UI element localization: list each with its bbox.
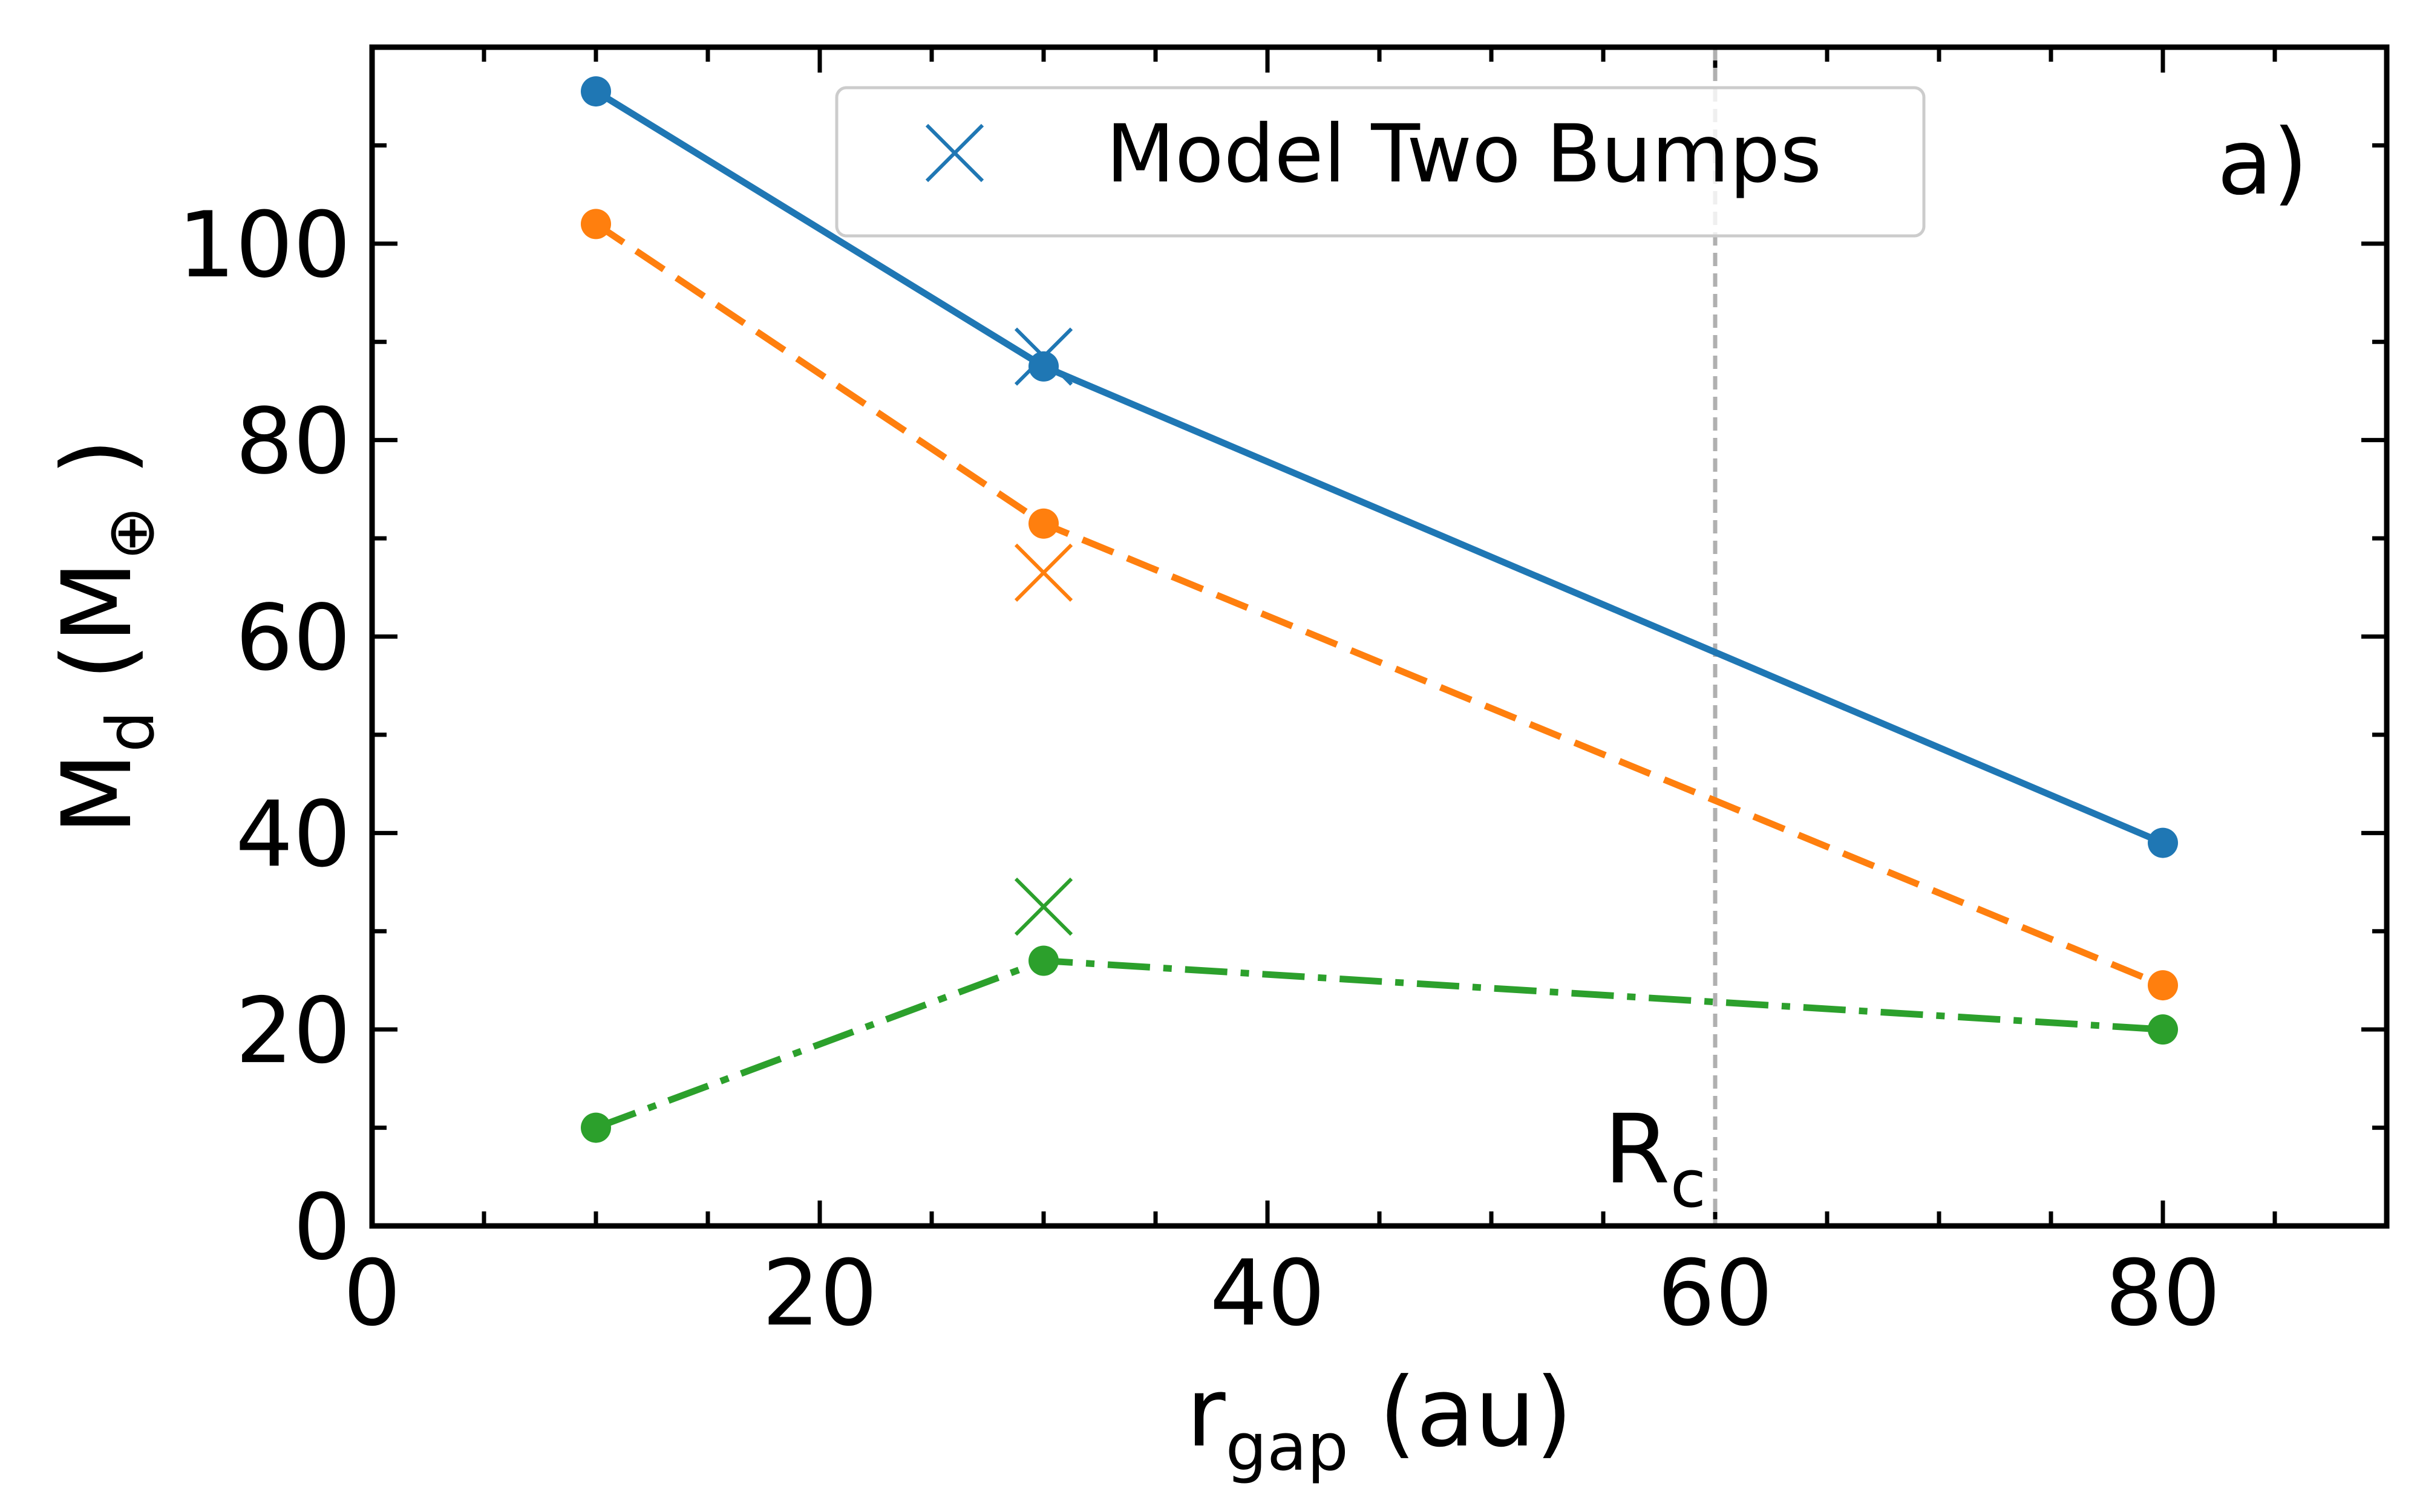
y-axis-label-close: ) <box>42 438 153 506</box>
series-3-point <box>2148 1014 2178 1045</box>
labels-layer: 0 20 40 60 80 0 20 40 60 80 100 <box>178 193 2221 1346</box>
legend-x-marker <box>925 123 984 183</box>
cross-stroke <box>1014 878 1073 936</box>
x-tick-label: 0 <box>343 1241 401 1346</box>
y-tick-label: 80 <box>235 389 351 495</box>
y-axis-label-units: (M <box>42 561 153 711</box>
series-1-point <box>581 76 611 107</box>
series-3-cross-marker <box>1014 878 1073 936</box>
panel-label: a) <box>2217 110 2308 215</box>
cross-stroke <box>1014 543 1073 602</box>
series-2-point <box>2148 970 2178 1001</box>
x-axis-label-main: r <box>1186 1357 1226 1468</box>
legend: Model Two Bumps <box>835 86 1926 238</box>
y-axis-label-main: M <box>42 752 153 835</box>
x-axis-label-sub: gap <box>1226 1410 1349 1485</box>
series-1-cross-marker <box>1014 327 1073 386</box>
y-tick-label: 100 <box>178 193 351 298</box>
series-1-point <box>1028 351 1059 382</box>
x-axis-label-units: (au) <box>1349 1357 1572 1468</box>
series-2-cross-marker <box>1014 543 1073 602</box>
y-axis-label-unit-sub: ⊕ <box>93 506 169 561</box>
x-tick-label: 20 <box>762 1241 878 1346</box>
y-tick-label: 20 <box>235 979 351 1084</box>
y-axis-label-sub: d <box>93 711 169 752</box>
y-tick-label: 0 <box>293 1175 351 1280</box>
reference-line-label-main: R <box>1604 1094 1670 1205</box>
y-tick-label: 60 <box>235 586 351 691</box>
plot-frame <box>369 44 2390 1229</box>
markers-layer <box>581 76 2178 1143</box>
cross-stroke <box>1014 327 1073 386</box>
x-axis-label: rgap (au) <box>1186 1357 1573 1485</box>
reference-line-label-sub: c <box>1670 1147 1706 1222</box>
reference-line-label: Rc <box>1604 1094 1706 1222</box>
legend-label: Model Two Bumps <box>1106 108 1822 201</box>
y-tick-label: 40 <box>235 782 351 887</box>
x-tick-label: 40 <box>1210 1241 1326 1346</box>
series-2-point <box>1028 508 1059 539</box>
series-3-point <box>1028 945 1059 976</box>
x-tick-label: 60 <box>1658 1241 1773 1346</box>
series-3-point <box>581 1112 611 1143</box>
legend-box <box>835 86 1926 238</box>
series-2-point <box>581 209 611 240</box>
series-1-point <box>2148 827 2178 858</box>
y-axis-label: Md (M⊕ ) <box>42 438 169 835</box>
x-tick-label: 80 <box>2105 1241 2221 1346</box>
